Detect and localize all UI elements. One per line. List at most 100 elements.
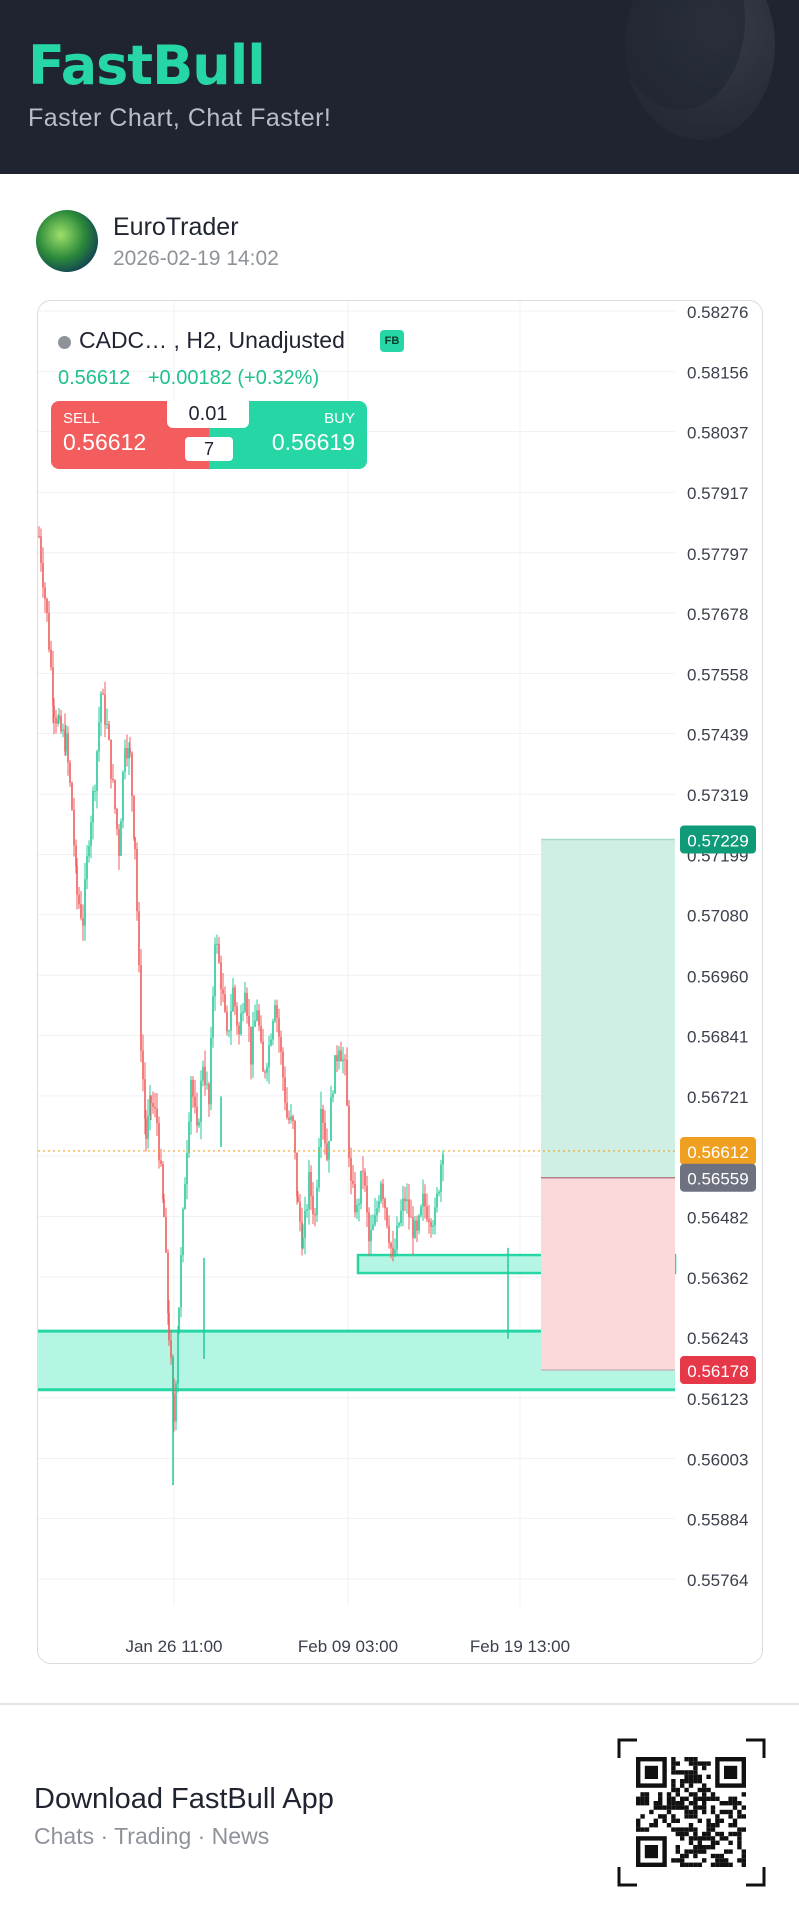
spread-badge: 7 bbox=[185, 437, 233, 461]
candle-body bbox=[260, 1025, 262, 1042]
candle-body bbox=[67, 733, 69, 763]
candle-body bbox=[374, 1215, 376, 1225]
candle-body bbox=[110, 739, 112, 779]
candle-body bbox=[406, 1199, 408, 1202]
candle-body bbox=[162, 1164, 164, 1200]
candle-body bbox=[64, 729, 66, 752]
candle-body bbox=[422, 1193, 424, 1207]
candle-body bbox=[250, 1026, 252, 1065]
candle-body bbox=[140, 965, 142, 1051]
candle-body bbox=[206, 1084, 208, 1086]
trade-panel: SELL 0.56612 BUY 0.56619 0.01 7 bbox=[51, 401, 367, 469]
candle-body bbox=[258, 1010, 260, 1026]
candle-body bbox=[76, 865, 78, 895]
candle-body bbox=[380, 1183, 382, 1202]
fb-badge-icon: FB bbox=[380, 330, 404, 352]
target-zone bbox=[541, 839, 675, 1178]
price-tick-label: 0.56243 bbox=[687, 1329, 748, 1348]
candle-body bbox=[149, 1096, 151, 1116]
price-quote: 0.56612 +0.00182 (+0.32%) bbox=[58, 367, 331, 390]
candle-body bbox=[230, 1011, 232, 1031]
candle-body bbox=[168, 1313, 170, 1341]
candle-body bbox=[400, 1210, 402, 1224]
candle-body bbox=[350, 1157, 352, 1181]
price-tick-label: 0.56003 bbox=[687, 1450, 748, 1469]
header-banner: FastBull Faster Chart, Chat Faster! bbox=[0, 0, 799, 174]
candle-body bbox=[342, 1059, 344, 1062]
price-tick-label: 0.57439 bbox=[687, 725, 748, 744]
candle-body bbox=[186, 1152, 188, 1185]
candle-body bbox=[46, 598, 48, 613]
candle-body bbox=[60, 715, 62, 732]
candle-body bbox=[178, 1307, 180, 1333]
candle-body bbox=[184, 1184, 186, 1210]
candle-body bbox=[276, 1005, 278, 1018]
candle-body bbox=[150, 1096, 152, 1103]
candle-body bbox=[302, 1237, 304, 1248]
buy-button[interactable]: BUY 0.56619 bbox=[209, 401, 367, 469]
candle-body bbox=[175, 1383, 177, 1422]
candle-body bbox=[78, 894, 80, 905]
candle-body bbox=[100, 693, 102, 723]
candle-body bbox=[216, 943, 218, 945]
candle-body bbox=[264, 1071, 266, 1073]
stop-price-badge-text: 0.56178 bbox=[687, 1362, 748, 1381]
candle-body bbox=[182, 1209, 184, 1256]
price-tick-label: 0.58276 bbox=[687, 303, 748, 322]
candle-body bbox=[106, 723, 108, 725]
candle-body bbox=[320, 1108, 322, 1148]
candle-body bbox=[440, 1164, 442, 1192]
price-change: +0.00182 (+0.32%) bbox=[147, 367, 320, 389]
candle-body bbox=[170, 1340, 172, 1358]
avatar[interactable] bbox=[36, 210, 98, 272]
candle-body bbox=[252, 1026, 254, 1065]
candle-body bbox=[408, 1199, 410, 1217]
candle-body bbox=[86, 856, 88, 880]
candle-body bbox=[96, 751, 98, 791]
quantity-input[interactable]: 0.01 bbox=[167, 401, 249, 428]
candle-body bbox=[324, 1122, 326, 1144]
candle-body bbox=[69, 762, 71, 783]
candle-body bbox=[204, 1066, 206, 1085]
candle-body bbox=[136, 848, 138, 912]
candle-body bbox=[62, 729, 64, 732]
candle-body bbox=[228, 1030, 230, 1032]
candle-body bbox=[346, 1059, 348, 1106]
candle-body bbox=[226, 1011, 228, 1032]
candle-body bbox=[370, 1229, 372, 1242]
candle-body bbox=[418, 1215, 420, 1231]
candle-body bbox=[376, 1208, 378, 1216]
candle-body bbox=[218, 943, 220, 963]
candle-body bbox=[299, 1201, 301, 1222]
candle-body bbox=[402, 1198, 404, 1211]
footer-divider bbox=[0, 1703, 799, 1705]
candle-body bbox=[55, 717, 57, 724]
author-name[interactable]: EuroTrader bbox=[113, 213, 239, 241]
candle-body bbox=[304, 1210, 306, 1238]
candle-body bbox=[392, 1247, 394, 1255]
post-timestamp: 2026-02-19 14:02 bbox=[113, 247, 279, 270]
candle-body bbox=[138, 911, 140, 966]
candles bbox=[38, 526, 509, 1486]
candle-body bbox=[180, 1255, 182, 1308]
candle-body bbox=[256, 1010, 258, 1021]
price-tick-label: 0.57080 bbox=[687, 907, 748, 926]
symbol-label[interactable]: CADC… , H2, Unadjusted bbox=[79, 327, 345, 353]
candle-body bbox=[280, 1036, 282, 1052]
candle-body bbox=[364, 1171, 366, 1186]
candle-body bbox=[378, 1201, 380, 1209]
candle-body bbox=[82, 917, 84, 926]
candle-body bbox=[334, 1055, 336, 1094]
time-tick-label: Feb 19 13:00 bbox=[470, 1637, 570, 1656]
candle-body bbox=[240, 1013, 242, 1035]
last-price: 0.56612 bbox=[58, 367, 131, 389]
candle-body bbox=[173, 1393, 175, 1422]
price-chart[interactable]: 0.58276 0.58156 0.58037 0.57917 0.57797 0.576… bbox=[38, 301, 763, 1664]
qr-code-icon[interactable] bbox=[617, 1738, 766, 1887]
candle-body bbox=[330, 1097, 332, 1142]
download-title[interactable]: Download FastBull App bbox=[34, 1783, 334, 1815]
chart-card[interactable]: 0.58276 0.58156 0.58037 0.57917 0.57797 0.576… bbox=[37, 300, 763, 1664]
candle-body bbox=[210, 1037, 212, 1105]
candle-body bbox=[196, 1106, 198, 1126]
candle-body bbox=[194, 1096, 196, 1107]
